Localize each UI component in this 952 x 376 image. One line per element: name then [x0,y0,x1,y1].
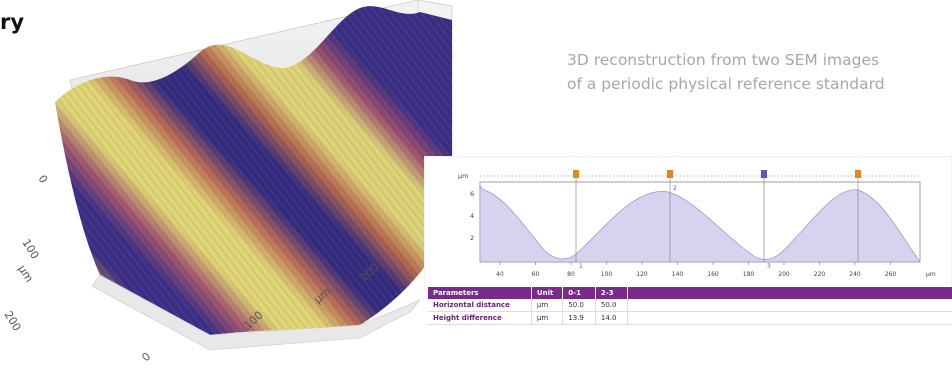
parameters-header-row: Parameters Unit 0-1 2-3 [428,287,952,299]
x-tick-label: 100 [601,271,613,278]
x-tick-label: 240 [849,271,861,278]
x-tick-label: 40 [496,271,504,278]
table-row: Height difference µm 13.9 14.0 [428,311,952,325]
row-1-spacer [627,311,952,325]
profile-chart: 1 2 3 μm 6 4 2 40 60 80 100 120 140 160 180 200 2… [424,156,952,290]
row-0-val-0-1: 50.0 [562,299,596,312]
x-tick-label: 220 [814,271,826,278]
y-tick-2: 2 [470,234,474,242]
row-1-val-0-1: 13.9 [562,311,596,325]
cursor-label-1: 1 [579,263,583,270]
x-tick-label: 80 [567,271,575,278]
x-unit: μm [15,263,35,285]
cursor-marker-1[interactable] [667,170,673,178]
figure-caption: 3D reconstruction from two SEM images of… [567,48,947,96]
header-0-1: 0-1 [562,287,596,299]
x-tick-label: 120 [636,271,648,278]
row-1-unit: µm [531,311,564,325]
row-0-val-2-3: 50.0 [595,299,629,312]
surface-floor-edge [91,274,421,351]
x-tick-0: 0 [35,173,50,186]
row-0-unit: µm [531,299,564,312]
y-tick-0: 0 [139,350,153,364]
y-axis-unit: μm [458,172,468,180]
cursor-label-3: 3 [767,263,771,270]
header-parameters: Parameters [428,287,532,299]
x-tick-label: 60 [532,271,540,278]
x-tick-label: 260 [885,271,897,278]
cursor-marker-0[interactable] [573,170,579,178]
x-tick-label: 160 [707,271,719,278]
caption-line-1: 3D reconstruction from two SEM images [567,51,880,69]
x-tick-label: 140 [672,271,684,278]
row-0-name: Horizontal distance [428,299,532,312]
cursor-marker-3[interactable] [855,170,861,178]
y-tick-4: 4 [470,212,474,220]
page-title-fragment: ry [0,10,25,34]
x-axis-unit: μm [926,271,936,278]
table-row: Horizontal distance µm 50.0 50.0 [428,299,952,312]
cursor-label-2: 2 [673,185,677,192]
caption-line-2: of a periodic physical reference standar… [567,75,885,93]
row-1-name: Height difference [428,311,532,325]
header-unit: Unit [531,287,564,299]
parameters-table: Parameters Unit 0-1 2-3 Horizontal dista… [428,287,952,325]
row-0-spacer [627,299,952,312]
x-tick-label: 180 [743,271,755,278]
cursor-marker-2[interactable] [761,170,767,178]
header-2-3: 2-3 [595,287,629,299]
y-tick-6: 6 [470,190,474,198]
x-tick-label: 200 [778,271,790,278]
x-tick-100: 100 [19,237,41,262]
x-tick-200: 200 [1,309,23,334]
row-1-val-2-3: 14.0 [595,311,629,325]
header-spacer [627,287,952,299]
